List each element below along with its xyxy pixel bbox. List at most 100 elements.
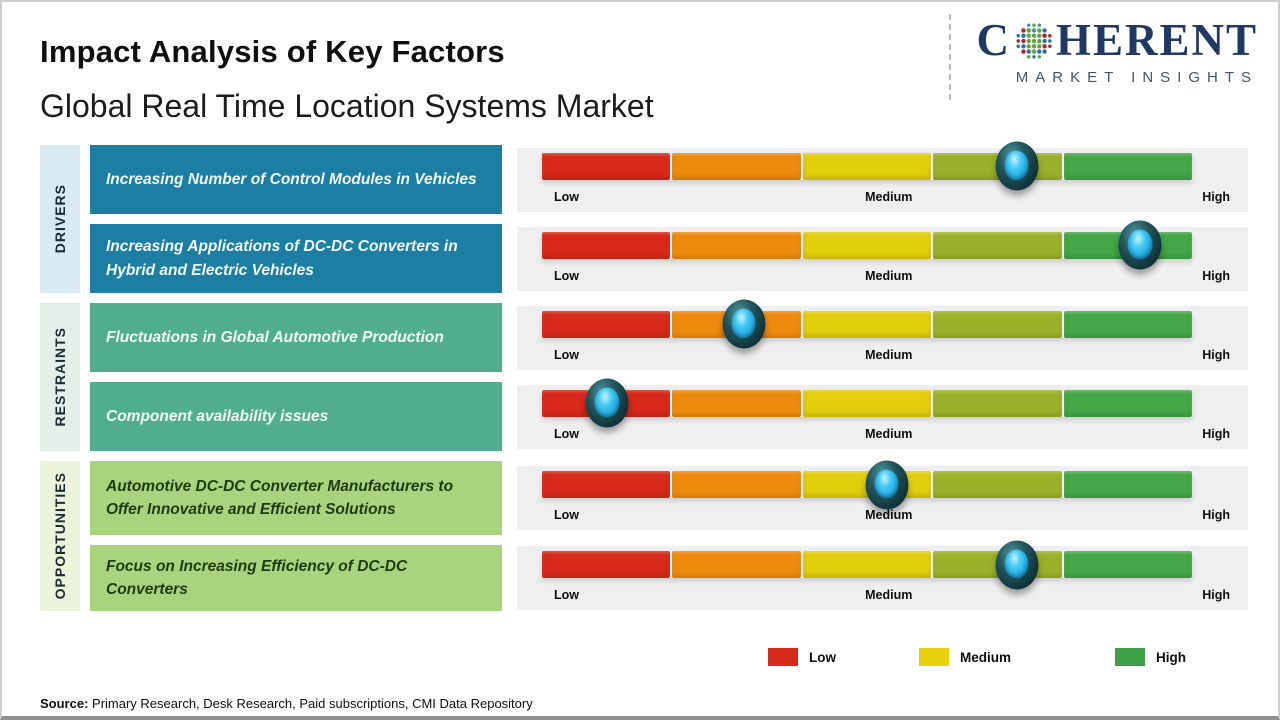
wordmark-prefix: C [976, 15, 1011, 65]
group-label-drivers: DRIVERS [52, 184, 68, 254]
scale-labels: Low Medium High [542, 588, 1230, 604]
legend-item-medium: Medium [919, 648, 1011, 666]
coherent-wordmark: C HERENT [976, 18, 1258, 63]
scale-label-medium: Medium [865, 347, 913, 362]
marker-orb [594, 387, 620, 418]
impact-panel: Low Medium High [517, 378, 1248, 449]
source-label: Source: [40, 696, 89, 711]
group-label-restraints: RESTRAINTS [52, 327, 68, 427]
scale-segment-medium-high [933, 231, 1062, 259]
scale-segment-low-medium [672, 471, 801, 498]
factor-text: Increasing Number of Control Modules in … [106, 170, 477, 188]
factor-text: Increasing Applications of DC-DC Convert… [106, 238, 458, 279]
scale-segment-low [542, 471, 671, 498]
scale-label-low: Low [554, 588, 579, 602]
factor-text: Component availability issues [106, 407, 329, 425]
factor-text: Fluctuations in Global Automotive Produc… [106, 328, 444, 346]
legend-label-medium: Medium [960, 649, 1012, 665]
scale-segment-medium [802, 551, 932, 578]
impact-scale-bar [542, 141, 1193, 191]
logo-divider [949, 14, 951, 100]
scale-segment-low-medium [672, 152, 801, 180]
source-note: Source: Primary Research, Desk Research,… [40, 696, 533, 711]
group-strip-drivers: DRIVERS [40, 145, 80, 293]
scale-label-low: Low [554, 508, 579, 522]
impact-panel: Low Medium High [517, 540, 1248, 610]
scale-label-low: Low [554, 268, 579, 283]
scale-label-high: High [1202, 268, 1230, 283]
scale-segment-medium [802, 231, 932, 259]
marker-orb [1004, 150, 1029, 181]
impact-marker-icon [865, 460, 908, 509]
scale-segment-low-medium [672, 389, 801, 417]
impact-panel: Low Medium High [517, 141, 1248, 212]
factor-text: Automotive DC-DC Converter Manufacturers… [106, 477, 454, 518]
scale-label-medium: Medium [865, 268, 913, 283]
brand-logo: C HERENT MARKET INSIGHTS [976, 18, 1258, 87]
scale-labels: Low Medium High [542, 508, 1230, 524]
scale-labels: Low Medium High [542, 348, 1230, 364]
scale-label-low: Low [554, 189, 579, 204]
legend-label-low: Low [809, 649, 836, 665]
impact-scale-bar [542, 460, 1193, 509]
scale-segment-medium-high [933, 471, 1062, 498]
coherent-globe-icon [1016, 22, 1052, 59]
scale-label-medium: Medium [865, 426, 913, 441]
scale-label-medium: Medium [865, 189, 913, 204]
scale-segment-low [542, 310, 671, 338]
impact-panel: Low Medium High [517, 460, 1248, 530]
legend-swatch-low [768, 648, 798, 666]
legend-swatch-high [1115, 648, 1145, 666]
impact-marker-icon [995, 540, 1038, 589]
scale-segment-high [1063, 310, 1193, 338]
brand-tagline: MARKET INSIGHTS [1015, 69, 1258, 86]
scale-label-high: High [1202, 588, 1230, 602]
factor-box-restraint-2: Component availability issues [90, 382, 502, 451]
scale-segment-low-medium [672, 231, 801, 259]
scale-segment-low [542, 152, 671, 180]
scale-label-low: Low [554, 347, 579, 362]
scale-label-high: High [1202, 426, 1230, 441]
scale-segment-low-medium [672, 551, 801, 578]
impact-marker-icon [995, 141, 1038, 191]
scale-label-high: High [1202, 508, 1230, 522]
legend-label-high: High [1156, 649, 1186, 665]
scale-label-high: High [1202, 347, 1230, 362]
page-subtitle: Global Real Time Location Systems Market [40, 88, 654, 124]
scale-segment-medium-high [933, 310, 1062, 338]
factor-box-opportunity-2: Focus on Increasing Efficiency of DC-DC … [90, 545, 502, 611]
scale-segment-high [1063, 389, 1193, 417]
scale-segment-medium-high [933, 389, 1062, 417]
group-strip-restraints: RESTRAINTS [40, 303, 80, 451]
scale-segment-low [542, 551, 671, 578]
factor-box-driver-2: Increasing Applications of DC-DC Convert… [90, 224, 502, 293]
scale-segment-medium [802, 389, 932, 417]
scale-labels: Low Medium High [542, 269, 1230, 285]
scale-segment-medium [802, 310, 932, 338]
scale-label-high: High [1202, 189, 1230, 204]
impact-panel: Low Medium High [517, 299, 1248, 370]
legend-item-high: High [1115, 648, 1186, 666]
group-label-opportunities: OPPORTUNITIES [52, 472, 68, 600]
marker-orb [1004, 549, 1029, 579]
impact-scale-bar [542, 299, 1193, 349]
factor-box-restraint-1: Fluctuations in Global Automotive Produc… [90, 303, 502, 372]
scale-label-medium: Medium [865, 588, 913, 602]
factor-box-driver-1: Increasing Number of Control Modules in … [90, 145, 502, 214]
impact-scale-bar [542, 220, 1193, 270]
impact-scale-bar [542, 540, 1193, 589]
page-title: Impact Analysis of Key Factors [40, 34, 505, 69]
impact-scale-bar [542, 378, 1193, 428]
factor-text: Focus on Increasing Efficiency of DC-DC … [106, 557, 408, 598]
scale-segment-medium [802, 152, 932, 180]
scale-segment-high [1063, 551, 1193, 578]
scale-segment-low [542, 231, 671, 259]
legend-item-low: Low [768, 648, 836, 666]
marker-orb [731, 308, 756, 339]
scale-labels: Low Medium High [542, 190, 1230, 206]
impact-marker-icon [585, 378, 629, 428]
scale-labels: Low Medium High [542, 427, 1230, 443]
factor-box-opportunity-1: Automotive DC-DC Converter Manufacturers… [90, 461, 502, 535]
impact-matrix: DRIVERS RESTRAINTS OPPORTUNITIES Increas… [40, 141, 1248, 611]
